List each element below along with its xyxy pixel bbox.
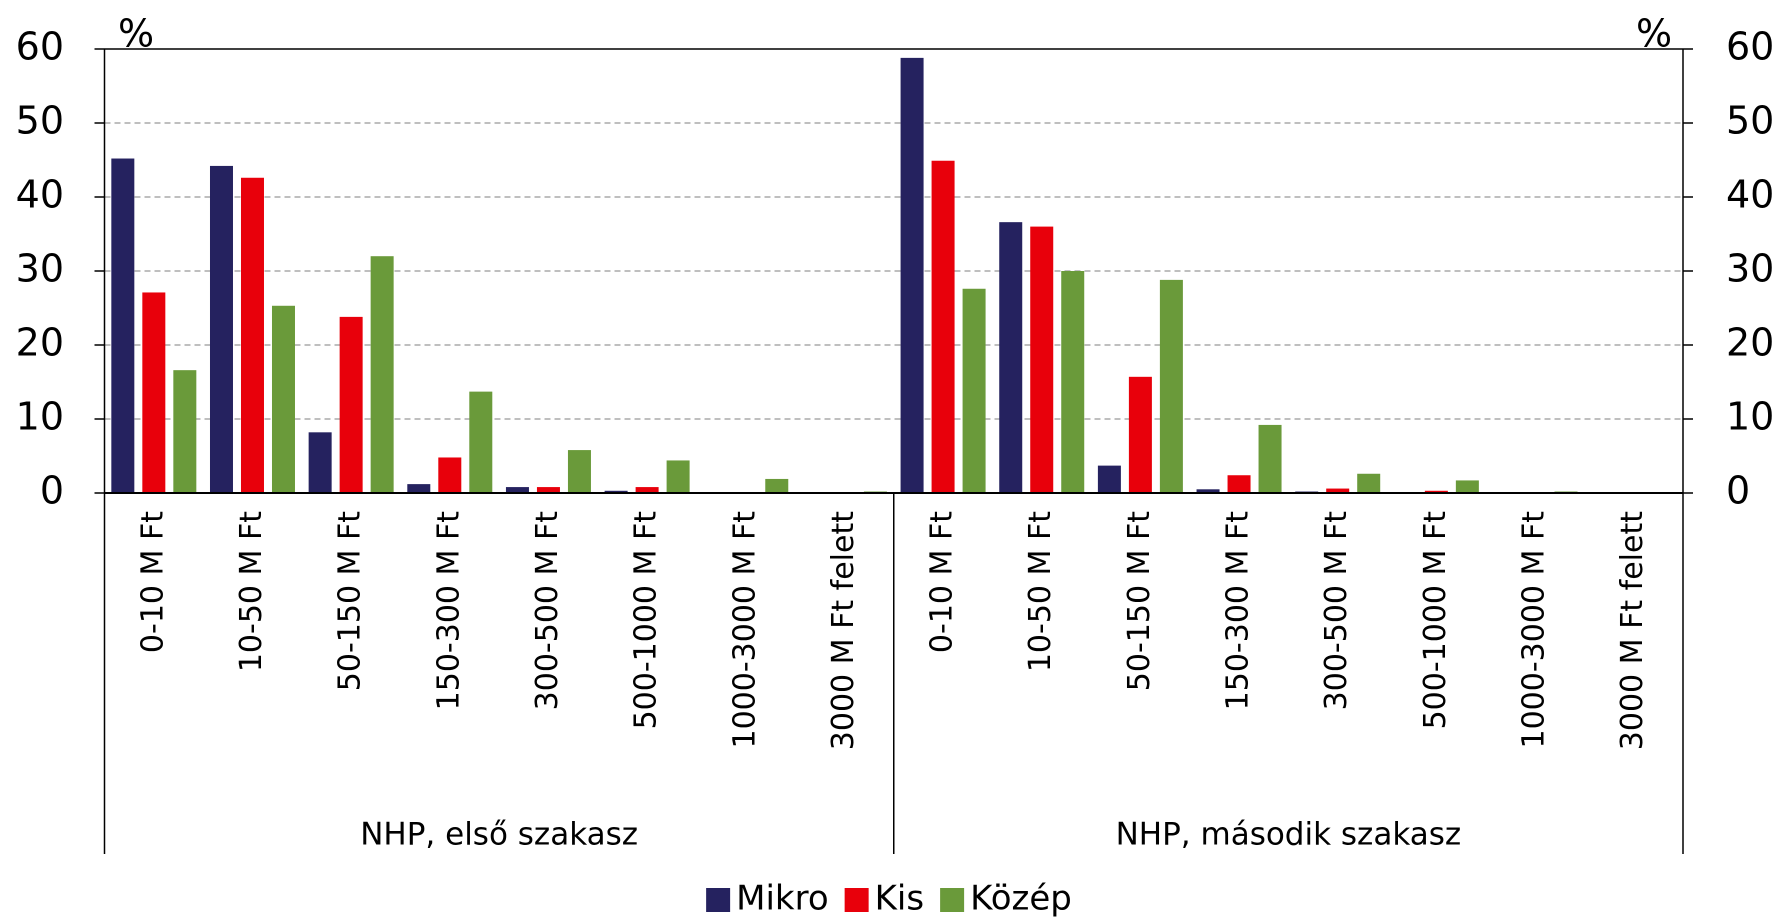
bar — [567, 450, 591, 493]
bar — [271, 305, 295, 493]
y2-tick-label: 60 — [1726, 25, 1774, 69]
bar — [1424, 490, 1448, 493]
bar — [240, 177, 264, 493]
bar — [1326, 488, 1350, 493]
bar — [1196, 489, 1220, 493]
y2-tick-label: 10 — [1726, 395, 1774, 439]
bar — [962, 288, 986, 493]
bar — [1159, 279, 1183, 493]
x-tick-label: 3000 M Ft felett — [826, 511, 861, 750]
bar — [469, 391, 493, 493]
y-tick-label: 60 — [16, 25, 64, 69]
bar — [1227, 475, 1251, 493]
bar — [111, 158, 135, 493]
x-tick-label: 10-50 M Ft — [234, 511, 269, 672]
legend-swatch — [844, 888, 869, 912]
bar — [1455, 480, 1479, 493]
y2-tick-label: 30 — [1726, 247, 1774, 291]
bar — [1030, 226, 1054, 493]
y-tick-label: 0 — [40, 469, 64, 513]
bar — [173, 370, 197, 493]
x-tick-label: 500-1000 M Ft — [1418, 511, 1453, 730]
x-tick-label: 1000-3000 M Ft — [1517, 511, 1552, 749]
bar — [765, 478, 789, 493]
legend-swatch — [940, 888, 965, 912]
legend-label: Közép — [970, 879, 1072, 919]
bar — [999, 222, 1023, 493]
bar — [1128, 376, 1152, 493]
bar — [900, 57, 924, 493]
bar — [604, 490, 628, 493]
y-tick-label: 10 — [16, 395, 64, 439]
group-label: NHP, első szakasz — [360, 817, 638, 853]
y2-tick-label: 40 — [1726, 173, 1774, 217]
bar — [308, 432, 332, 493]
x-tick-label: 0-10 M Ft — [135, 511, 170, 653]
x-tick-label: 500-1000 M Ft — [629, 511, 664, 730]
x-tick-label: 300-500 M Ft — [1319, 511, 1354, 711]
x-tick-label: 50-150 M Ft — [333, 511, 368, 691]
y2-axis-unit: % — [1636, 12, 1672, 56]
x-tick-label: 1000-3000 M Ft — [727, 511, 762, 749]
y-tick-label: 40 — [16, 173, 64, 217]
bar — [931, 160, 955, 494]
bar — [209, 165, 233, 494]
y-axis-unit: % — [118, 12, 154, 56]
bar — [1097, 465, 1121, 493]
bar — [438, 457, 462, 493]
bar — [142, 292, 166, 493]
bar — [635, 487, 659, 493]
y2-tick-label: 20 — [1726, 321, 1774, 365]
x-tick-label: 0-10 M Ft — [925, 511, 960, 653]
x-tick-label: 300-500 M Ft — [530, 511, 565, 711]
x-tick-label: 150-300 M Ft — [431, 511, 466, 711]
y2-tick-label: 0 — [1726, 469, 1750, 513]
bar — [536, 487, 560, 493]
bar — [370, 256, 394, 493]
x-tick-label: 50-150 M Ft — [1122, 511, 1157, 691]
bar — [339, 316, 363, 493]
legend-label: Mikro — [736, 879, 829, 919]
y2-tick-label: 50 — [1726, 99, 1774, 143]
bar — [666, 460, 690, 493]
bar — [1258, 424, 1282, 493]
y-tick-label: 50 — [16, 99, 64, 143]
x-tick-label: 10-50 M Ft — [1023, 511, 1058, 672]
x-tick-label: 150-300 M Ft — [1221, 511, 1256, 711]
bar — [1357, 473, 1381, 493]
bar — [1061, 271, 1085, 493]
bar — [505, 487, 529, 493]
legend-label: Kis — [875, 879, 924, 919]
x-tick-label: 3000 M Ft felett — [1615, 511, 1650, 750]
y-tick-label: 20 — [16, 321, 64, 365]
group-label: NHP, második szakasz — [1116, 817, 1462, 853]
bar — [407, 484, 431, 493]
legend-swatch — [706, 888, 731, 912]
y-tick-label: 30 — [16, 247, 64, 291]
